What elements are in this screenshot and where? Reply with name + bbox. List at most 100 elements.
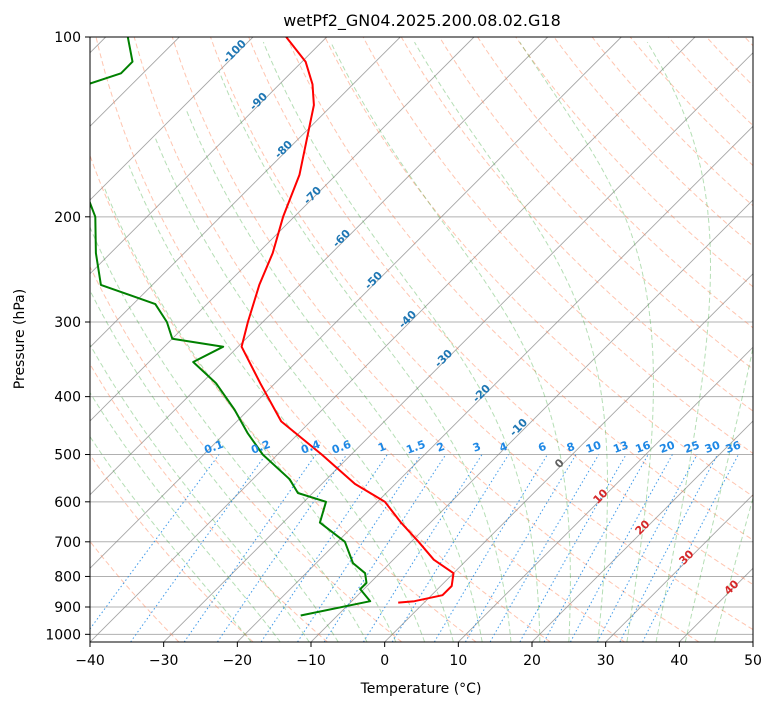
mixing-ratio-line	[596, 454, 698, 642]
x-axis: −40 −30 −20 −10 0 10 20 30 40 50	[75, 642, 762, 669]
chart-title: wetPf2_GN04.2025.200.08.02.G18	[283, 11, 561, 31]
y-axis: 100 200 300 400 500 600 700 800 900 1000	[45, 30, 90, 643]
dry-adiabat-line	[400, 37, 753, 412]
mixing-ratio-label: 16	[634, 438, 653, 456]
moist-adiabat-line	[185, 108, 483, 642]
y-tick-label: 600	[54, 495, 81, 511]
mixing-ratio-label: 36	[724, 438, 743, 456]
mixing-ratio-label: 0.2	[249, 438, 272, 457]
moist-adiabat-line	[646, 41, 711, 642]
mixing-ratio-label: 2	[435, 440, 447, 455]
dry-adiabat-line	[90, 265, 403, 642]
dry-adiabat-line	[362, 37, 753, 455]
mixing-ratio-line	[260, 454, 388, 642]
isotherm-line	[90, 37, 401, 348]
dry-adiabat-line	[324, 37, 753, 498]
mixing-ratio-line	[464, 454, 577, 642]
mixing-ratio-line	[519, 454, 627, 642]
isotherm-line	[457, 346, 753, 642]
moist-adiabat-line	[128, 165, 426, 642]
mixing-ratio-label: 30	[703, 438, 722, 456]
y-tick-label: 400	[54, 390, 81, 406]
moist-adiabat-line	[90, 225, 368, 642]
y-tick-label: 200	[54, 210, 81, 226]
mixing-ratio-line	[433, 454, 548, 642]
plot-background	[90, 37, 753, 642]
moist-adiabat-line	[684, 345, 753, 642]
y-tick-label: 1000	[45, 627, 81, 643]
series-layer	[90, 37, 455, 617]
dry-adiabat-line	[210, 37, 753, 631]
y-tick-label: 800	[54, 569, 81, 585]
mixing-ratio-label: 0.4	[299, 438, 322, 457]
moist-adiabat-line	[90, 435, 252, 642]
mixing-ratio-label: 6	[536, 440, 548, 455]
isotherm-line	[384, 273, 753, 642]
dry-adiabat-line	[171, 37, 700, 642]
y-tick-label: 100	[54, 30, 81, 46]
mixing-ratio-line	[90, 454, 220, 630]
x-tick-label: 0	[380, 653, 389, 669]
dry-adiabat-line	[95, 37, 551, 642]
isotherm-line	[90, 37, 475, 422]
moist-adiabat-line	[90, 289, 339, 642]
moist-adiabat-line	[714, 496, 753, 642]
x-tick-label: −10	[296, 653, 326, 669]
x-tick-label: 30	[597, 653, 615, 669]
moist-adiabat-line	[90, 391, 281, 642]
dry-adiabat-line	[248, 37, 753, 586]
mixing-ratio-label: 13	[611, 439, 630, 456]
y-tick-label: 700	[54, 535, 81, 551]
x-tick-label: −40	[75, 653, 105, 669]
plot-area	[90, 37, 753, 642]
moist-adiabat-line	[90, 343, 310, 642]
moist-adiabat-line	[262, 41, 541, 642]
mixing-ratio-label: 1.5	[404, 438, 427, 457]
x-tick-label: −30	[149, 653, 179, 669]
x-axis-label: Temperature (°C)	[360, 681, 482, 697]
mixing-ratio-label: 4	[498, 440, 510, 455]
isotherm-line	[752, 641, 753, 642]
dry-adiabat-line	[286, 37, 753, 541]
moist-adiabat-line	[414, 41, 608, 642]
dry-adiabat-line	[438, 37, 753, 370]
isotherm-line	[90, 37, 328, 275]
isotherm-line	[236, 125, 753, 642]
mixing-ratio-label: 0.6	[330, 438, 353, 457]
mixing-ratio-line	[569, 454, 673, 642]
y-tick-label: 900	[54, 600, 81, 616]
mixing-ratio-label: 20	[658, 438, 677, 456]
mixing-ratio-label: 25	[683, 439, 702, 456]
isotherm-line	[531, 420, 753, 642]
dry-adiabat-line	[90, 363, 328, 642]
moist-adiabat-line	[330, 41, 571, 642]
mixing-ratio-line	[183, 454, 317, 642]
mixing-ratio-label: 3	[471, 440, 483, 455]
moist-adiabat-line	[103, 186, 397, 642]
isotherm-line	[90, 37, 549, 496]
dry-adiabat-line	[515, 37, 753, 288]
moist-adiabat-line	[519, 41, 654, 642]
mixing-ratio-line	[489, 454, 600, 642]
temperature-profile-line	[240, 37, 455, 604]
x-tick-label: 40	[670, 653, 688, 669]
mixing-ratio-line	[323, 454, 447, 642]
mixing-ratio-label: 8	[565, 440, 577, 455]
isotherm-line	[605, 494, 753, 642]
x-tick-label: −20	[223, 653, 253, 669]
isotherm-line	[90, 37, 622, 569]
y-tick-label: 500	[54, 448, 81, 464]
mixing-ratio-line	[297, 454, 422, 642]
dry-adiabat-line	[90, 453, 254, 642]
grid-layer	[90, 37, 753, 642]
dry-adiabat-line	[133, 37, 625, 642]
isopleth-layer	[90, 37, 753, 642]
isotherm-line	[163, 52, 753, 642]
mixing-ratio-label: 10	[584, 438, 603, 456]
dry-adiabat-line	[90, 540, 180, 642]
x-tick-label: 10	[449, 653, 467, 669]
isotherm-line	[90, 37, 696, 642]
mixing-ratio-line	[130, 454, 267, 642]
mixing-ratio-line	[216, 454, 348, 642]
